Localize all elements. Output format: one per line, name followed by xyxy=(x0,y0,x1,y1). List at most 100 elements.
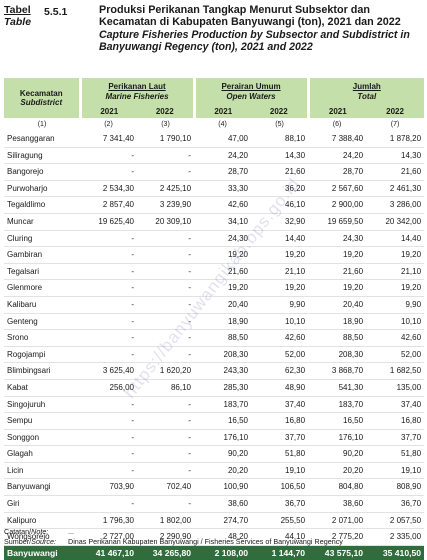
table-cell: - xyxy=(80,429,137,447)
table-cell: 48,90 xyxy=(251,379,309,397)
table-cell: 20,40 xyxy=(194,296,252,314)
table-cell: 24,30 xyxy=(308,230,367,248)
header-kecamatan: Kecamatan Subdistrict xyxy=(4,78,80,118)
table-cell: 36,70 xyxy=(366,495,425,513)
subdistrict-name: Bangorejo xyxy=(4,163,80,181)
table-cell: 2 775,20 xyxy=(308,528,367,546)
table-cell: 28,70 xyxy=(194,163,252,181)
table-cell: 51,80 xyxy=(366,445,425,463)
table-cell: 19,20 xyxy=(366,279,425,297)
table-cell: - xyxy=(80,296,137,314)
table-cell: - xyxy=(137,346,195,364)
table-row: Sempu - -16,50 16,80 16,50 16,80 xyxy=(4,412,425,430)
subdistrict-name: Srono xyxy=(4,329,80,347)
column-number: (5) xyxy=(251,118,309,131)
table-notes: Catatan/Note: ... Sumber/Source: Dinas P… xyxy=(4,527,424,547)
table-cell: - xyxy=(80,246,137,264)
subdistrict-name: Wongsorejo xyxy=(4,528,80,546)
table-cell: 21,60 xyxy=(194,263,252,281)
table-cell: 19 625,40 xyxy=(80,213,137,231)
table-cell: 20,20 xyxy=(308,462,367,480)
table-cell: - xyxy=(80,462,137,480)
table-cell: 37,70 xyxy=(366,429,425,447)
table-row: Tegalsari - -21,60 21,10 21,60 21,10 xyxy=(4,263,425,281)
table-cell: 703,90 xyxy=(80,478,137,497)
table-cell: 36,20 xyxy=(251,180,309,198)
table-cell: 183,70 xyxy=(194,396,252,414)
table-cell: 2 071,00 xyxy=(308,512,367,530)
table-label-id: Tabel xyxy=(4,4,31,16)
header-year: 2021 xyxy=(306,105,367,118)
table-cell: 183,70 xyxy=(308,396,367,414)
table-cell: 19,20 xyxy=(308,246,367,264)
table-row: Rogojampi - -208,30 52,00 208,30 52,00 xyxy=(4,346,425,364)
table-cell: 20,40 xyxy=(308,296,367,314)
table-row: Kabat 256,00 86,10 285,30 48,90 541,30 135,00 xyxy=(4,379,425,397)
table-cell: 90,20 xyxy=(308,445,367,463)
table-cell: - xyxy=(137,445,195,463)
table-cell: 3 286,00 xyxy=(366,196,425,214)
table-cell: 1 878,20 xyxy=(366,131,425,148)
table-cell: 9,90 xyxy=(251,296,309,314)
table-cell: 24,20 xyxy=(194,147,252,165)
header-year: 2021 xyxy=(192,105,252,118)
table-cell: 37,40 xyxy=(251,396,309,414)
table-cell: - xyxy=(80,147,137,165)
table-cell: - xyxy=(137,313,195,331)
table-row: Wongsorejo 2 727,00 2 290,90 48,20 44,10 2 77… xyxy=(4,528,425,546)
table-cell: 38,60 xyxy=(194,495,252,513)
table-row: Genteng - -18,90 10,10 18,90 10,10 xyxy=(4,313,425,331)
table-cell: - xyxy=(137,329,195,347)
subdistrict-name: Glenmore xyxy=(4,279,80,297)
table-cell: 24,20 xyxy=(308,147,367,165)
source-line: Sumber/Source: Dinas Perikanan Kabupaten… xyxy=(4,537,343,546)
source-text: Dinas Perikanan Kabupaten Banyuwangi / F… xyxy=(68,537,343,546)
table-cell: 19,20 xyxy=(194,279,252,297)
table-cell: - xyxy=(137,147,195,165)
table-cell: 28,70 xyxy=(308,163,367,181)
column-number: (7) xyxy=(366,118,425,131)
table-cell: 14,30 xyxy=(251,147,309,165)
table-row: Kalipuro 1 796,30 1 802,00 274,70 255,50 2 07… xyxy=(4,512,425,530)
table-cell: 2 857,40 xyxy=(80,196,137,214)
subdistrict-name: Kalibaru xyxy=(4,296,80,314)
subdistrict-name: Siliragung xyxy=(4,147,80,165)
table-cell: - xyxy=(80,163,137,181)
table-cell: 1 802,00 xyxy=(137,512,195,530)
table-cell: 808,90 xyxy=(366,478,425,497)
subdistrict-name: Songgon xyxy=(4,429,80,447)
table-row: Blimbingsari 3 625,40 1 620,20 243,30 62,30 3… xyxy=(4,362,425,380)
table-cell: 24,30 xyxy=(194,230,252,248)
table-cell: 1 796,30 xyxy=(80,512,137,530)
table-cell: - xyxy=(80,230,137,248)
table-row: Banyuwangi 703,90 702,40 100,90 106,50 804,80… xyxy=(4,478,425,497)
table-cell: 21,60 xyxy=(308,263,367,281)
table-cell: 21,60 xyxy=(366,163,425,181)
table-cell: 2 900,00 xyxy=(308,196,367,214)
table-cell: 243,30 xyxy=(194,362,252,380)
table-cell: - xyxy=(137,230,195,248)
column-number: (1) xyxy=(4,118,80,131)
table-cell: 32,90 xyxy=(251,213,309,231)
table-cell: 2 425,10 xyxy=(137,180,195,198)
table-row: Siliragung - -24,20 14,30 24,20 14,30 xyxy=(4,147,425,165)
fisheries-table: Kecamatan Subdistrict Perikanan Laut Mar… xyxy=(4,78,425,560)
table-cell: 2 290,90 xyxy=(137,528,195,546)
table-cell: - xyxy=(137,296,195,314)
table-cell: 10,10 xyxy=(251,313,309,331)
table-row: Bangorejo - -28,70 21,60 28,70 21,60 xyxy=(4,163,425,181)
table-cell: - xyxy=(137,279,195,297)
table-cell: - xyxy=(137,163,195,181)
table-row: Kalibaru - -20,40 9,90 20,40 9,90 xyxy=(4,296,425,314)
table-cell: 135,00 xyxy=(366,379,425,397)
table-cell: - xyxy=(80,263,137,281)
subdistrict-name: Cluring xyxy=(4,230,80,248)
table-row: Singojuruh - -183,70 37,40 183,70 37,40 xyxy=(4,396,425,414)
header-year: 2022 xyxy=(366,105,425,118)
table-cell: 1 790,10 xyxy=(137,131,195,148)
header-group-total: Jumlah Total xyxy=(306,78,425,105)
table-cell: - xyxy=(137,246,195,264)
header-group-open-waters: Perairan Umum Open Waters xyxy=(192,78,309,105)
table-cell: 100,90 xyxy=(194,478,252,497)
table-cell: - xyxy=(80,495,137,513)
